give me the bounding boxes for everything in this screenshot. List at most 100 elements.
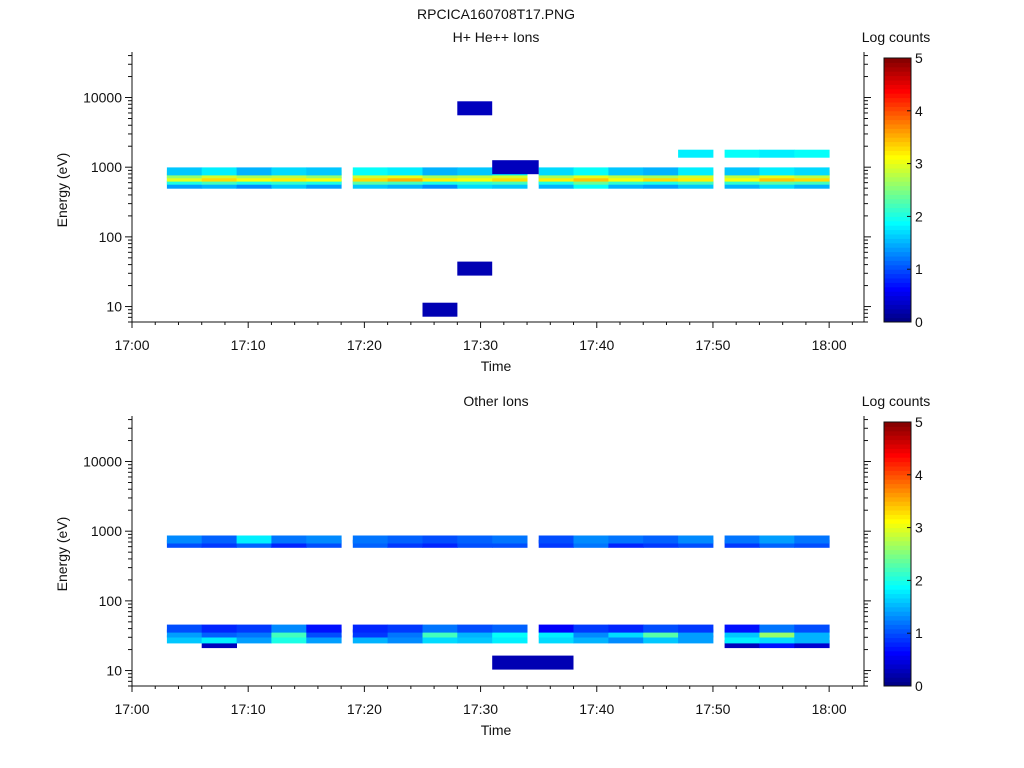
heatmap-cell — [724, 635, 760, 644]
heatmap-cell — [166, 167, 203, 176]
heatmap-cell — [538, 635, 574, 644]
colorbar-step — [884, 97, 911, 103]
colorbar-step — [884, 615, 911, 621]
heatmap-cell — [643, 635, 679, 644]
colorbar-label: Log counts — [862, 393, 931, 409]
colorbar-step — [884, 606, 911, 612]
colorbar-step — [884, 154, 911, 160]
heatmap-cell — [306, 624, 342, 633]
heatmap-cell — [759, 624, 795, 633]
colorbar-tick-label: 4 — [915, 103, 923, 119]
heatmap-cell — [236, 624, 272, 633]
x-tick-label: 17:50 — [695, 337, 730, 353]
x-tick-label: 17:10 — [231, 701, 266, 717]
colorbar-step — [884, 260, 911, 266]
colorbar-step — [884, 102, 911, 107]
heatmap-cell — [422, 167, 458, 176]
heatmap-cell — [759, 640, 795, 649]
heatmap-cell — [306, 535, 342, 544]
heatmap-block — [422, 302, 458, 317]
colorbar-step — [884, 132, 911, 138]
heatmap-block — [457, 261, 493, 276]
heatmap-cell — [492, 539, 528, 548]
heatmap-cell — [271, 535, 307, 544]
heatmap-plot-area — [166, 535, 830, 670]
y-tick-label: 10 — [106, 299, 122, 315]
colorbar-tick-label: 5 — [915, 414, 923, 430]
heatmap-cell — [201, 535, 237, 544]
x-tick-label: 17:30 — [463, 701, 498, 717]
colorbar-step — [884, 146, 911, 151]
colorbar-frame — [883, 421, 912, 687]
x-tick-label: 17:40 — [579, 337, 614, 353]
heatmap-cell — [422, 535, 458, 544]
panel-h-he-ions: H+ He++ Ions Log counts Time Energy (eV)… — [54, 29, 930, 374]
colorbar-step — [884, 216, 911, 222]
colorbar-step — [884, 457, 911, 463]
heatmap-cell — [422, 539, 458, 548]
y-axis-label: Energy (eV) — [54, 153, 70, 228]
colorbar-step — [884, 286, 911, 292]
colorbar-step — [884, 115, 911, 121]
colorbar-step — [884, 242, 911, 248]
colorbar-step — [884, 295, 911, 301]
heatmap-cell — [306, 167, 342, 176]
heatmap-cell — [643, 539, 679, 548]
colorbar-step — [884, 571, 911, 577]
colorbar-step — [884, 137, 911, 143]
colorbar-step — [884, 602, 911, 608]
heatmap-cell — [608, 635, 644, 644]
heatmap-cell — [678, 167, 714, 176]
heatmap-cell — [271, 167, 307, 176]
heatmap-cell — [573, 539, 609, 548]
colorbar-step — [884, 110, 911, 116]
y-tick-label: 100 — [99, 593, 123, 609]
colorbar-step — [884, 474, 911, 480]
colorbar-tick-label: 0 — [915, 678, 923, 694]
heatmap-cell — [759, 629, 795, 638]
figure-title: RPCICA160708T17.PNG — [417, 6, 575, 22]
heatmap-cell — [457, 624, 493, 633]
colorbar-step — [884, 567, 911, 573]
colorbar: 0 1 2 3 4 5 — [883, 50, 923, 330]
heatmap-cell — [759, 535, 795, 544]
colorbar-step — [884, 84, 911, 90]
colorbar-step — [884, 207, 911, 213]
colorbar-step — [884, 505, 911, 511]
x-tick-label: 17:00 — [114, 337, 149, 353]
heatmap-cell — [794, 167, 830, 176]
heatmap-cell — [352, 167, 389, 176]
colorbar-step — [884, 536, 911, 542]
heatmap-cell — [166, 535, 203, 544]
colorbar-step — [884, 611, 911, 617]
colorbar-step — [884, 540, 911, 546]
heatmap-plot-area — [166, 101, 830, 317]
colorbar-step — [884, 256, 911, 261]
heatmap-cell — [678, 629, 714, 638]
colorbar-step — [884, 624, 911, 630]
colorbar-tick-label: 0 — [915, 314, 923, 330]
heatmap-cell — [201, 167, 237, 176]
x-axis-label: Time — [481, 358, 512, 374]
colorbar-frame — [883, 57, 912, 323]
colorbar-step — [884, 234, 911, 239]
colorbar-step — [884, 194, 911, 200]
y-tick-label: 100 — [99, 229, 123, 245]
colorbar-step — [884, 439, 911, 445]
colorbar-step — [884, 150, 911, 156]
colorbar-step — [884, 593, 911, 599]
heatmap-cell — [724, 535, 760, 544]
colorbar-step — [884, 496, 911, 502]
colorbar-step — [884, 88, 911, 94]
colorbar-step — [884, 75, 911, 81]
heatmap-cell — [759, 149, 795, 158]
colorbar-step — [884, 435, 911, 441]
heatmap-cell — [794, 629, 830, 638]
heatmap-cell — [573, 629, 609, 638]
colorbar-step — [884, 308, 911, 314]
colorbar-step — [884, 168, 911, 173]
colorbar-step — [884, 479, 911, 485]
heatmap-cell — [422, 624, 458, 633]
heatmap-cell — [271, 629, 307, 638]
colorbar-step — [884, 203, 911, 209]
